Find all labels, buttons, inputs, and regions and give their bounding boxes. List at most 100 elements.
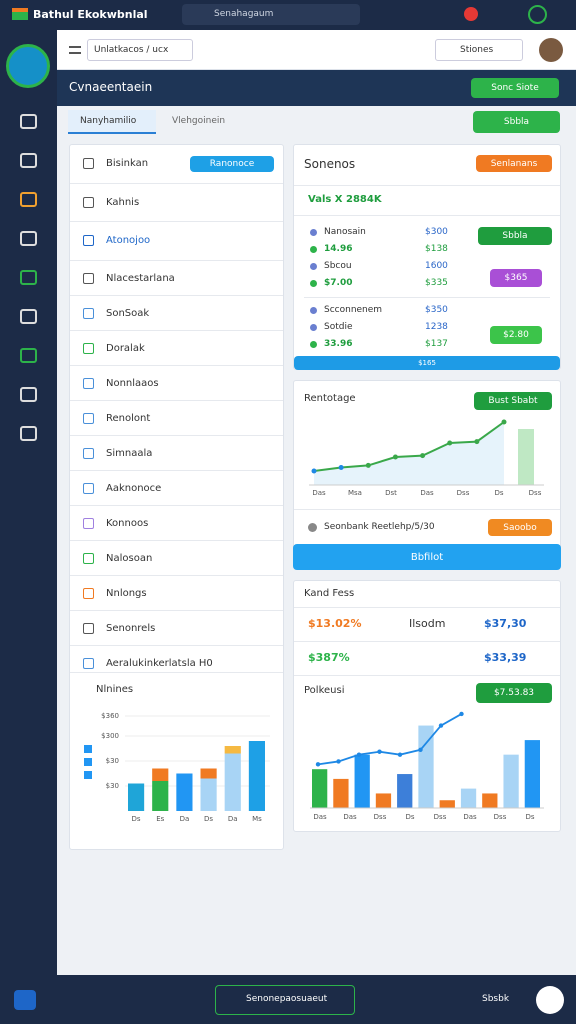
list-item[interactable]: Aaknonoce [70,470,283,505]
bar [397,774,413,808]
sidebar-icon[interactable] [20,387,37,402]
tab-active[interactable]: Nanyhamilio [68,110,156,134]
list-item[interactable]: Nalosoan [70,540,283,575]
bar [354,754,370,808]
footer-text: Seonbank Reetlehp/5/30 [324,522,435,532]
bar [333,778,349,808]
summary-panel: Sonenos Senlanans Vals X 2884K Sbbla $36… [293,144,561,370]
sidebar-logo[interactable] [6,44,50,88]
select[interactable]: Stiones [435,39,523,61]
tab-button[interactable]: Sbbla [473,111,560,133]
left-panel: Bisinkan Ranonoce Kahnis Atonojoo Nlacesta… [69,144,284,850]
bar [418,725,434,808]
x-tick-label: Dss [374,813,387,821]
list-item[interactable]: Bisinkan [106,158,149,169]
row-value: $350 [425,305,448,315]
x-tick-label: Dss [434,813,447,821]
row-label: Nanosain [324,227,366,237]
trend-panel: Rentotage Bust Sbabt Das Msa Dst Das Dss Ds Ds… [293,380,561,570]
list-item[interactable]: Nlacestarlana [70,260,283,295]
summary-bar[interactable]: $165 [294,356,560,370]
x-tick-label: Ms [252,815,262,823]
x-tick-label: Das [420,489,434,497]
bar [524,740,540,808]
list-item[interactable]: Atonojoo [70,221,283,259]
point [311,468,317,474]
icon [83,413,94,424]
list-item[interactable]: Konnoos [70,505,283,540]
bar [312,769,328,808]
x-tick-label: Das [343,813,357,821]
row-label: 33.96 [324,339,353,349]
point [418,747,423,752]
x-tick-label: Dss [457,489,470,497]
row-button[interactable]: $365 [490,269,542,287]
list-item-label: Kahnis [106,197,140,208]
calendar-button[interactable] [536,986,564,1014]
sidebar-icon[interactable] [20,348,37,363]
sidebar-icon[interactable] [20,309,37,324]
icon [83,518,94,529]
icon [83,378,94,389]
list-item[interactable]: Aeralukinkerlatsla H0 [70,645,283,680]
footer-button[interactable]: Saoobo [488,519,552,536]
app-title: Bathul Ekokwbnlal [33,8,148,21]
tab[interactable]: Vlehgoinein [172,116,226,126]
row-button[interactable]: $2.80 [490,326,542,344]
y-tick-label: $300 [101,732,119,740]
chart-button[interactable]: $7.53.83 [476,683,552,703]
bar [375,793,392,808]
sidebar-icon[interactable] [20,192,37,207]
list-item-label: Nalosoan [106,552,153,564]
notification-icon[interactable] [464,7,478,21]
banner-button[interactable]: Sonc Siote [471,78,559,98]
x-tick-label: Das [312,489,326,497]
panel-button[interactable]: Ranonoce [190,156,274,172]
list-item[interactable]: Nnlongs [70,575,283,610]
row-value: 1238 [425,322,448,332]
dot [310,263,317,270]
list-item[interactable]: SonSoak [70,295,283,330]
list-item[interactable]: Senonrels [70,610,283,645]
icon [83,273,94,284]
main-button[interactable]: Bbfilot [293,544,561,570]
bar [200,778,217,811]
list-item[interactable]: Renolont [70,400,283,435]
row-button[interactable]: Sbbla [478,227,552,245]
avatar[interactable] [539,38,563,62]
chart-button[interactable]: Bust Sbabt [474,392,552,410]
sidebar-icon[interactable] [20,114,37,129]
search-placeholder: Senahagaum [214,9,274,19]
list-item[interactable]: Kahnis [70,183,283,221]
icon [83,553,94,564]
x-tick-label: Dst [385,489,397,497]
panel-button[interactable]: Senlanans [476,155,552,172]
row-label: Scconnenem [324,305,383,315]
search-box[interactable]: Senahagaum [182,4,360,25]
row-value: $137 [425,339,448,349]
list-item[interactable]: Doralak [70,330,283,365]
menu-icon[interactable] [69,46,81,54]
point [501,419,507,425]
list-item-label: Doralak [106,342,145,354]
sidebar-icon[interactable] [20,270,37,285]
x-tick-label: Da [228,815,238,823]
list-item[interactable]: Nonnlaaos [70,365,283,400]
point [392,454,398,460]
list-item[interactable]: Simnaala [70,435,283,470]
row-label: 14.96 [324,244,353,254]
bottom-button[interactable]: Senonepaosuaeut [215,985,355,1015]
icon [83,158,94,169]
row-value: $335 [425,278,448,288]
x-tick-label: Ds [525,813,534,821]
sidebar-icon[interactable] [20,153,37,168]
nav-icon[interactable] [14,990,36,1010]
breadcrumb[interactable]: Unlatkacos / ucx [87,39,193,61]
list-item-label: Aaknonoce [106,482,162,494]
sidebar-icon[interactable] [20,231,37,246]
bar [224,753,241,811]
sidebar-icon[interactable] [20,426,37,441]
bottom-text: Sbsbk [482,994,510,1004]
profile-icon[interactable] [528,5,547,24]
point [459,711,464,717]
